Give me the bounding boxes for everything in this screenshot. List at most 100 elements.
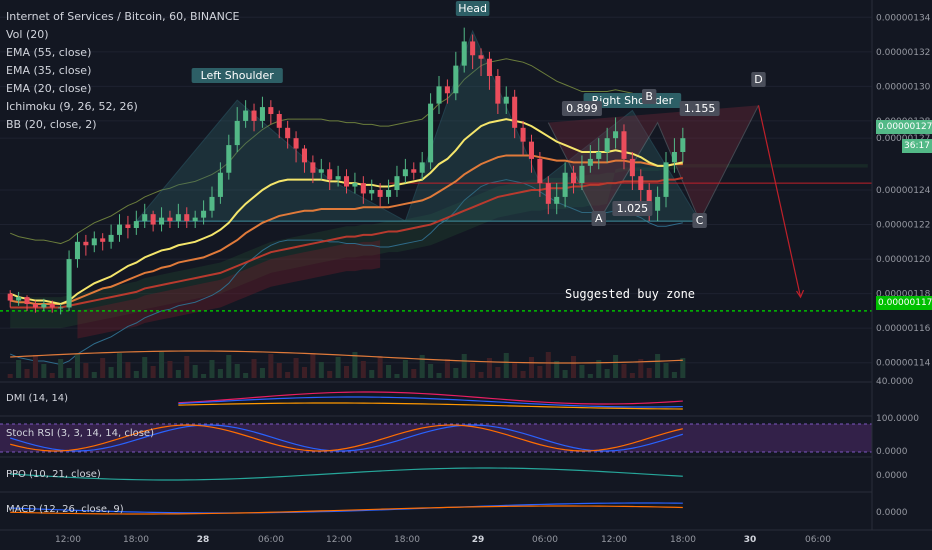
volume-bar [655,354,661,378]
candle-body [436,86,442,104]
stoch-d [10,424,683,452]
volume-bar [66,368,72,378]
volume-bar [436,373,442,378]
volume-bar [293,358,299,378]
axis-background [872,0,932,550]
volume-bar [478,372,484,378]
volume-bar [201,374,207,378]
candle-body [66,259,72,308]
volume-bar [335,357,341,378]
candle-body [58,307,64,309]
volume-bar [537,366,543,378]
volume-bar [680,358,686,378]
label-point-a-bg [591,211,606,226]
volume-bar [613,355,619,378]
candle-body [495,76,501,104]
indicator-panes [0,381,872,515]
hs-pattern-shape [135,29,701,222]
volume-bar [167,361,173,378]
label-left-shoulder: Left Shoulder [201,69,275,82]
volume-bar [444,359,450,378]
label-buy-zone: Suggested buy zone [565,287,695,301]
volume-bar [596,360,602,378]
volume-bar [234,364,240,378]
pane-axis-label: 100.0000 [876,414,919,424]
candle-body [646,190,652,211]
candle-body [503,96,509,104]
time-tick-label: 12:00 [326,535,352,545]
candle-body [537,158,543,184]
volume-bar [32,355,38,378]
candle-body [453,65,459,94]
volume-bar [394,374,400,378]
label-head-bg [455,1,490,16]
label-ratio-1155: 1.155 [684,102,716,115]
candle-body [234,120,240,146]
indicator-legend-item[interactable]: EMA (20, close) [6,82,92,95]
volume-bar [663,363,669,378]
candle-body [310,162,316,173]
candle-body [74,241,80,260]
time-tick-label: 18:00 [394,535,420,545]
candle-body [209,196,215,211]
label-head: Head [458,2,487,15]
candle-body [486,58,492,76]
pane-axis-label: 0.0000 [876,471,908,481]
indicator-legend-item[interactable]: EMA (35, close) [6,64,92,77]
volume-bar [251,359,257,378]
indicator-legend-item[interactable]: EMA (55, close) [6,46,92,59]
candle-body [419,162,425,173]
indicator-legend-item[interactable]: Ichimoku (9, 26, 52, 26) [6,100,138,113]
candle-body [100,238,106,242]
volume-bar [142,357,148,378]
candle-body [192,217,198,222]
time-tick-label: 18:00 [123,535,149,545]
buy-zone-price-tag: 0.00000117 [876,296,932,310]
macd-signal [10,505,683,515]
volume-bar [587,374,593,378]
candle-body [116,224,123,235]
volume-bar [369,370,375,378]
chart-title: Internet of Services / Bitcoin, 60, BINA… [6,10,240,23]
volume-bar [184,356,190,378]
candle-body [125,224,131,228]
volume-bar [318,362,324,378]
candle-body [83,241,89,246]
candle-body [554,196,560,204]
macd-line [10,502,683,514]
volume-ma [10,350,683,364]
volume-bar [545,352,551,378]
candle-body [621,131,627,159]
candle-body [352,183,358,187]
indicator-legend-item[interactable]: BB (20, close, 2) [6,118,97,131]
volume-bar [41,364,47,378]
label-ratio-1025: 1.025 [617,202,649,215]
candle-body [478,55,484,59]
label-right-shoulder: Right Shoulder [592,94,674,107]
candle-body [167,217,173,222]
candle-body [428,103,434,163]
candle-body [377,190,383,197]
indicator-legend-item[interactable]: Vol (20) [6,28,49,41]
time-tick-label: 12:00 [55,535,81,545]
candle-body [596,152,602,159]
volume-bar [419,355,425,378]
candle-body [7,293,13,301]
label-point-d: D [754,73,762,86]
volume-bar [486,358,492,378]
candle-body [159,217,165,225]
volume-bar [116,353,123,378]
volume-bar [343,366,350,378]
candle-body [327,169,333,180]
candle-body [268,107,274,114]
candle-body [411,169,417,173]
volume-bar [301,367,307,378]
volume-bar [360,361,366,378]
bb-lower [10,179,683,365]
candle-body [201,210,207,218]
time-tick-label: 30 [744,535,757,545]
candles [7,27,686,315]
ppo-line [10,467,683,481]
